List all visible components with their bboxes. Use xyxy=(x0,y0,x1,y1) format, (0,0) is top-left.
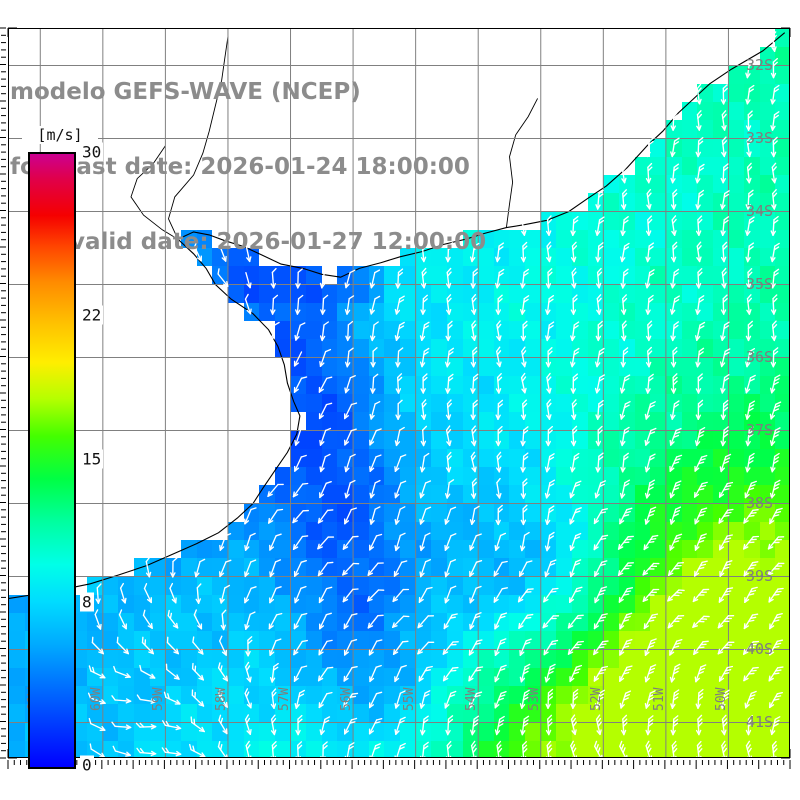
colorbar-tick-label: 22 xyxy=(80,305,104,325)
colorbar: [m/s] 30 22 15 8 0 xyxy=(22,126,104,775)
colorbar-tick-label: 15 xyxy=(80,449,104,468)
colorbar-tick-label: 30 xyxy=(80,142,104,162)
colorbar-gradient xyxy=(28,152,76,769)
map-plot-frame xyxy=(8,28,790,758)
wind-speed-raster xyxy=(9,29,789,757)
wind-speed-canvas xyxy=(9,29,789,757)
colorbar-tick-label: 8 xyxy=(80,592,94,612)
colorbar-tick-label: 0 xyxy=(80,755,94,775)
colorbar-units-label: [m/s] xyxy=(22,126,98,144)
